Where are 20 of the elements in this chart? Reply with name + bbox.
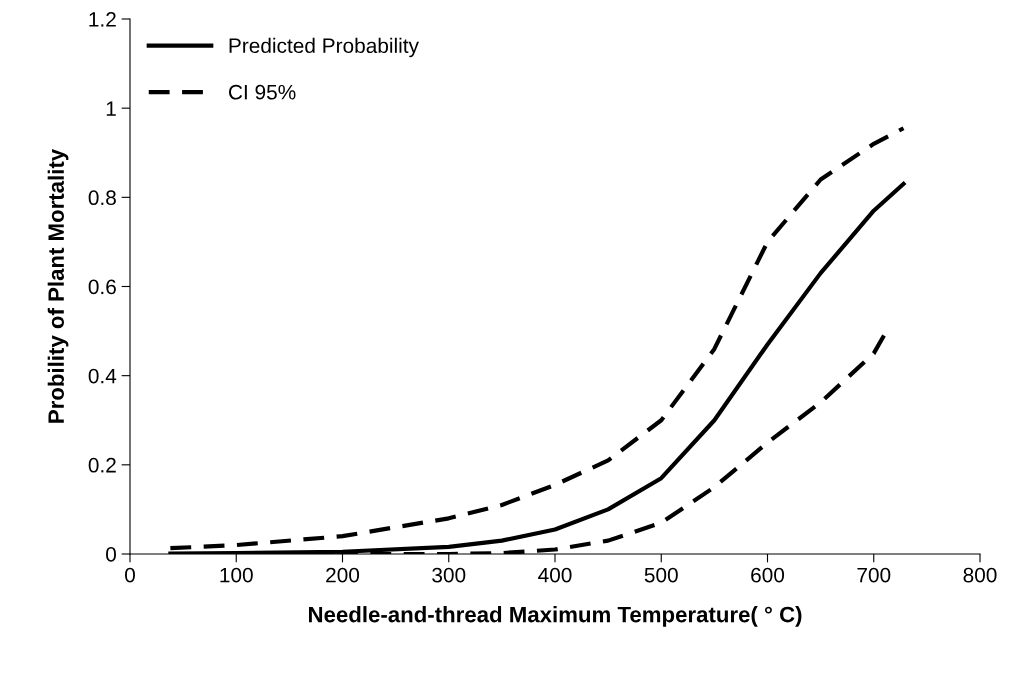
legend-label: CI 95% [228, 84, 296, 100]
x-tick-label: 400 [538, 567, 572, 583]
y-tick-label: 1 [106, 101, 116, 116]
y-tick-label: 0.8 [88, 190, 116, 206]
x-tick-label: 700 [857, 567, 891, 583]
x-tick-label: 200 [326, 567, 360, 583]
x-tick-label: 500 [644, 567, 678, 583]
y-tick-label: 0.6 [88, 279, 116, 295]
x-tick-label: 600 [751, 567, 785, 583]
x-tick-label: 0 [125, 567, 135, 583]
x-axis-title: Needle-and-thread Maximum Temperature( ° C) [309, 606, 802, 627]
y-tick-label: 0.4 [88, 368, 117, 384]
x-tick-label: 100 [220, 567, 253, 583]
y-axis-title: Probility of Plant Mortality [47, 148, 69, 423]
y-tick-label: 0 [106, 547, 116, 562]
legend-label: Predicted Probability [229, 37, 419, 58]
x-tick-label: 800 [963, 567, 997, 583]
x-tick-label: 300 [432, 567, 466, 583]
y-tick-label: 1.2 [89, 12, 116, 27]
y-tick-label: 0.2 [88, 457, 116, 473]
